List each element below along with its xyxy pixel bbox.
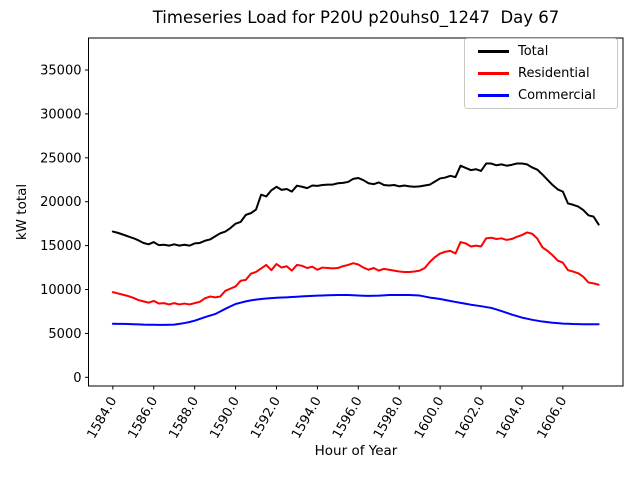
series-line-commercial <box>111 293 600 326</box>
x-axis-label: Hour of Year <box>314 443 398 459</box>
x-tick-label: 1604.0 <box>494 395 530 442</box>
x-tick-label: 1590.0 <box>207 395 243 442</box>
y-tick-label: 20000 <box>40 195 81 210</box>
y-tick-label: 5000 <box>48 327 81 342</box>
y-tick-label: 10000 <box>40 283 81 298</box>
y-tick-label: 0 <box>73 371 81 386</box>
legend-label: Residential <box>518 66 590 81</box>
x-tick-label: 1600.0 <box>412 395 448 442</box>
x-tick-label: 1592.0 <box>248 395 284 442</box>
legend: Total Residential Commercial <box>464 38 618 109</box>
series-line-residential <box>111 231 600 306</box>
legend-line-sample-commercial <box>478 94 509 97</box>
series-line-total <box>111 162 600 247</box>
axes-frame <box>88 37 624 387</box>
x-tick-label: 1594.0 <box>289 395 325 442</box>
x-tick-label: 1588.0 <box>166 395 202 442</box>
legend-label: Commercial <box>518 88 596 103</box>
legend-line-sample-residential <box>478 72 509 75</box>
chart-title: Timeseries Load for P20U p20uhs0_1247 Da… <box>152 8 560 27</box>
legend-item-residential: Residential <box>478 65 617 82</box>
y-tick-label: 30000 <box>40 107 81 122</box>
legend-item-commercial: Commercial <box>478 87 617 104</box>
x-tick-label: 1598.0 <box>371 395 407 442</box>
legend-line-sample-total <box>478 50 509 53</box>
legend-label: Total <box>518 44 549 59</box>
x-tick-label: 1602.0 <box>453 395 489 442</box>
y-tick-label: 25000 <box>40 151 81 166</box>
y-tick-label: 35000 <box>40 64 81 79</box>
x-tick-label: 1584.0 <box>85 395 121 442</box>
x-tick-label: 1606.0 <box>535 395 571 442</box>
x-tick-label: 1596.0 <box>330 395 366 442</box>
legend-item-total: Total <box>478 43 617 60</box>
x-tick-label: 1586.0 <box>125 395 161 442</box>
y-tick-label: 15000 <box>40 239 81 254</box>
